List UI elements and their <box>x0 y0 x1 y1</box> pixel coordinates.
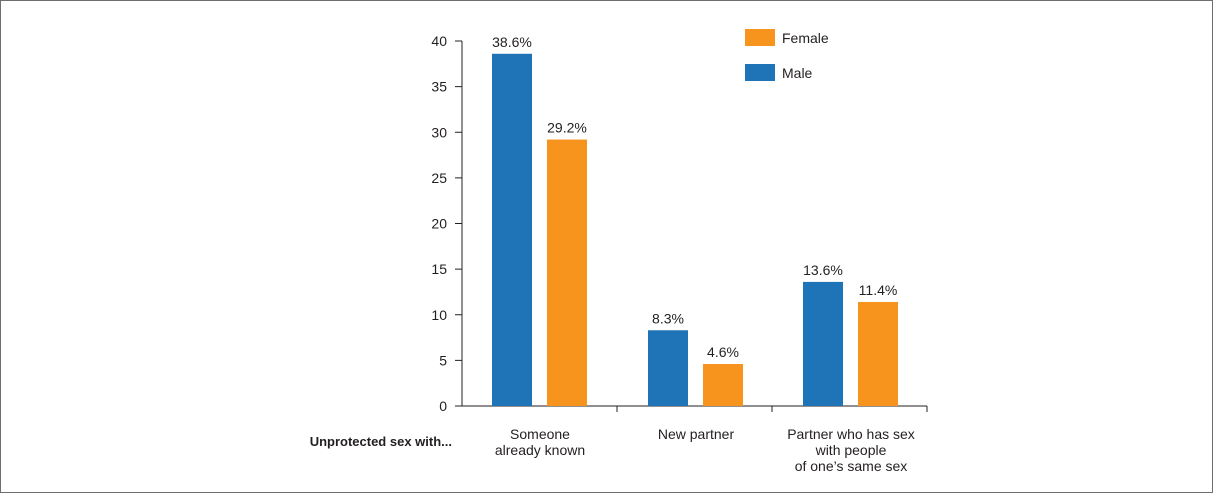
bar-male-1 <box>648 330 688 406</box>
legend-swatch-male <box>745 64 775 81</box>
bar-male-2 <box>803 281 843 406</box>
bar-male-0 <box>492 53 532 407</box>
data-label-male-2: 13.6% <box>803 262 843 278</box>
data-label-male-0: 38.6% <box>492 34 532 50</box>
legend: Female Male <box>745 29 829 81</box>
y-tick-label: 15 <box>431 261 447 277</box>
category-label-line: Someone <box>510 426 570 442</box>
data-labels: 38.6% 8.3% 13.6% 29.2% 4.6% 11.4% <box>492 34 897 360</box>
y-tick-label: 5 <box>439 352 447 368</box>
category-label-line: with people <box>815 442 887 458</box>
data-label-male-1: 8.3% <box>652 310 684 326</box>
category-label-2: Partner who has sex with people of one’s s… <box>787 426 915 474</box>
y-tick-label: 10 <box>431 307 447 323</box>
data-label-female-0: 29.2% <box>547 120 587 136</box>
y-tick-label: 40 <box>431 33 447 49</box>
category-label-line: New partner <box>658 426 735 442</box>
category-label-line: of one’s same sex <box>795 458 908 474</box>
group-title: Unprotected sex with... <box>310 434 452 449</box>
bar-female-1 <box>703 364 743 406</box>
category-label-1: New partner <box>658 426 735 442</box>
bar-female-2 <box>858 301 898 406</box>
bars <box>492 53 898 407</box>
data-label-female-2: 11.4% <box>859 282 898 298</box>
category-label-line: Partner who has sex <box>787 426 915 442</box>
category-label-0: Someone already known <box>495 426 585 458</box>
y-tick-label: 0 <box>439 398 447 414</box>
y-tick-label: 20 <box>431 216 447 232</box>
category-label-line: already known <box>495 442 585 458</box>
axes: 0 5 10 15 20 25 30 35 40 <box>431 33 928 414</box>
data-label-female-1: 4.6% <box>707 344 739 360</box>
legend-label-female: Female <box>782 30 829 46</box>
y-tick-label: 25 <box>431 170 447 186</box>
category-labels: Someone already known New partner Partner w… <box>495 426 915 474</box>
legend-label-male: Male <box>782 65 813 81</box>
legend-swatch-female <box>745 29 775 46</box>
bar-female-0 <box>547 139 587 407</box>
y-tick-label: 30 <box>431 124 447 140</box>
y-tick-label: 35 <box>431 79 447 95</box>
